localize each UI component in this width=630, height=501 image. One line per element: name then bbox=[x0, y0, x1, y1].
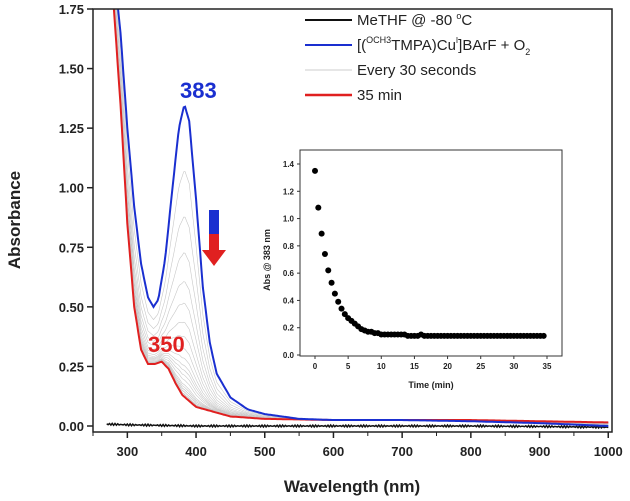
inset-data-point bbox=[321, 251, 328, 258]
legend-label-red: 35 min bbox=[357, 87, 402, 104]
x-tick-label: 1000 bbox=[594, 444, 623, 459]
shoulder-annotation-350: 350 bbox=[148, 332, 185, 357]
inset-data-point bbox=[540, 332, 547, 339]
inset-chart: 0 5 10 15 20 25 30 35 0.0 0.2 0.4 0.6 0.8 1.0 1.2 1.4 T… bbox=[262, 149, 563, 390]
y-axis-label: Absorbance bbox=[5, 171, 24, 269]
x-tick-label: 300 bbox=[116, 444, 138, 459]
x-tick-label: 400 bbox=[185, 444, 207, 459]
inset-y-tick-label: 0.4 bbox=[283, 296, 295, 305]
legend-label-black: MeTHF @ -80 oC bbox=[357, 11, 472, 29]
legend-label-gray: Every 30 seconds bbox=[357, 62, 476, 79]
series-cu-o2 bbox=[117, 9, 609, 427]
inset-data-point bbox=[331, 290, 338, 297]
inset-y-tick-label: 1.4 bbox=[283, 160, 295, 169]
inset-data-point bbox=[325, 267, 332, 274]
series-methf bbox=[106, 422, 609, 430]
x-tick-label: 500 bbox=[254, 444, 276, 459]
inset-x-tick-label: 25 bbox=[476, 362, 485, 371]
inset-x-tick-label: 15 bbox=[410, 362, 419, 371]
y-tick-label: 1.75 bbox=[59, 2, 84, 17]
inset-data-point bbox=[328, 279, 335, 286]
inset-x-label: Time (min) bbox=[408, 380, 453, 390]
inset-data-point bbox=[318, 230, 325, 237]
inset-y-tick-label: 1.2 bbox=[283, 187, 295, 196]
y-tick-label: 1.50 bbox=[59, 62, 84, 77]
inset-x-tick-label: 5 bbox=[346, 362, 351, 371]
inset-data-point bbox=[335, 298, 342, 305]
inset-x-tick-label: 20 bbox=[443, 362, 452, 371]
inset-x-tick-label: 0 bbox=[313, 362, 318, 371]
plot-frame bbox=[92, 8, 613, 433]
spectra-curves bbox=[106, 9, 609, 430]
peak-annotation-383: 383 bbox=[180, 78, 217, 103]
inset-y-label: Abs @ 383 nm bbox=[262, 229, 272, 291]
inset-frame bbox=[299, 149, 563, 357]
y-tick-label: 0.50 bbox=[59, 300, 84, 315]
inset-y-tick-label: 0.2 bbox=[283, 324, 295, 333]
inset-y-tick-label: 0.8 bbox=[283, 242, 295, 251]
x-tick-label: 600 bbox=[323, 444, 345, 459]
inset-x-tick-label: 10 bbox=[377, 362, 386, 371]
inset-y-tick-label: 1.0 bbox=[283, 215, 295, 224]
legend: MeTHF @ -80 oC [(OCH3TMPA)CuI]BArF + O2 … bbox=[305, 11, 530, 104]
y-tick-label: 0.75 bbox=[59, 240, 84, 255]
inset-points bbox=[312, 167, 547, 339]
inset-data-point bbox=[341, 311, 348, 318]
x-tick-label: 700 bbox=[391, 444, 413, 459]
y-tick-label: 1.25 bbox=[59, 121, 84, 136]
inset-data-point bbox=[338, 305, 345, 312]
inset-x-tick-label: 30 bbox=[509, 362, 518, 371]
inset-y-tick-label: 0.0 bbox=[283, 351, 295, 360]
inset-data-point bbox=[312, 167, 318, 174]
inset-axes: 0 5 10 15 20 25 30 35 0.0 0.2 0.4 0.6 0.8 1.0 1.2 1.4 bbox=[283, 160, 552, 371]
inset-x-tick-label: 35 bbox=[543, 362, 552, 371]
x-tick-label: 900 bbox=[529, 444, 551, 459]
y-tick-label: 0.00 bbox=[59, 419, 84, 434]
inset-data-point bbox=[315, 204, 322, 211]
x-tick-label: 800 bbox=[460, 444, 482, 459]
y-tick-label: 1.00 bbox=[59, 181, 84, 196]
y-tick-label: 0.25 bbox=[59, 359, 84, 374]
main-axes: 300 400 500 600 700 800 900 10000.000.250.500.7… bbox=[59, 2, 623, 459]
x-axis-label: Wavelength (nm) bbox=[284, 477, 420, 496]
decrease-arrow-icon bbox=[202, 210, 226, 266]
legend-label-blue: [(OCH3TMPA)CuI]BArF + O2 bbox=[357, 35, 530, 57]
inset-y-tick-label: 0.6 bbox=[283, 269, 295, 278]
